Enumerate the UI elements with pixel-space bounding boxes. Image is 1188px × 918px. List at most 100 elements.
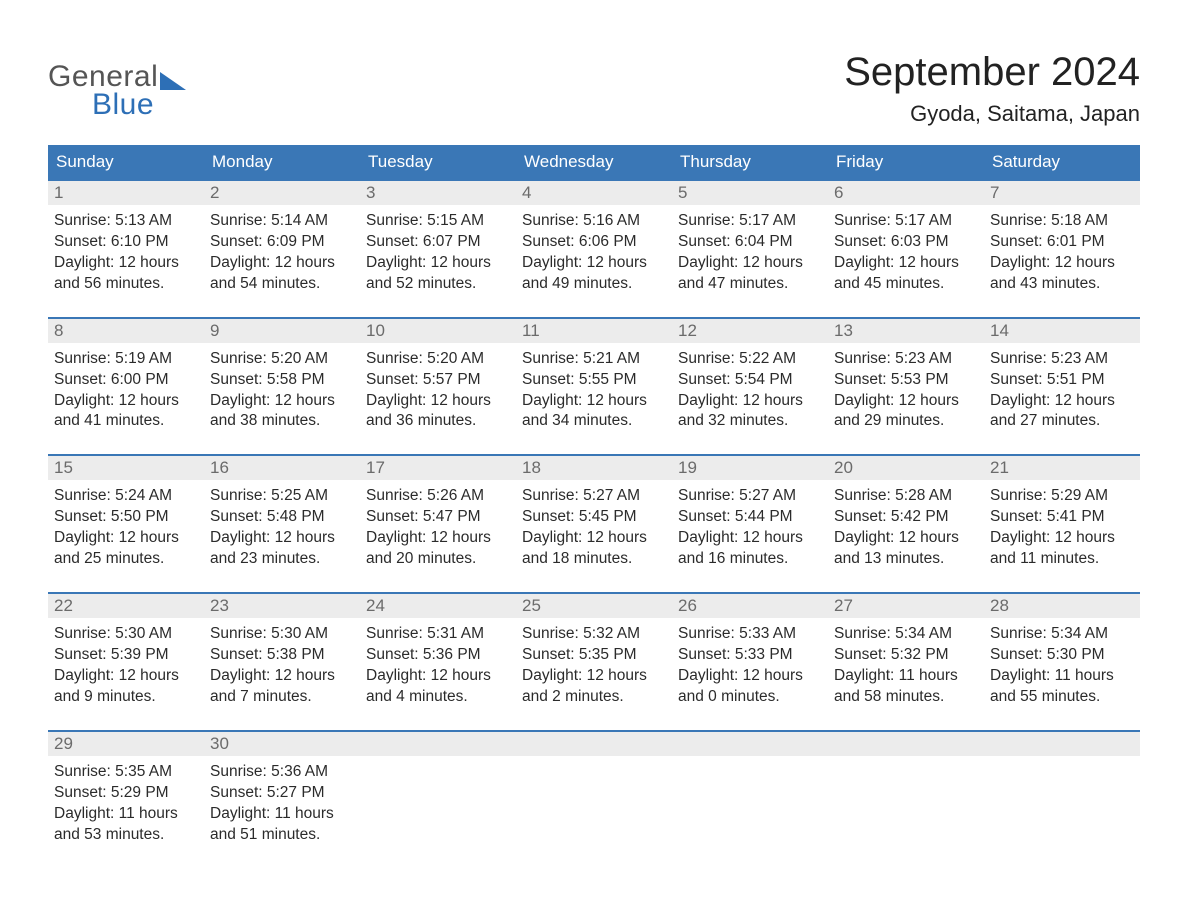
day-of-week-cell: Monday [204,145,360,179]
sunrise-line: Sunrise: 5:26 AM [366,486,510,507]
calendar-day: 21Sunrise: 5:29 AMSunset: 5:41 PMDayligh… [984,456,1140,578]
sunset-line: Sunset: 6:07 PM [366,232,510,253]
daylight-line-1: Daylight: 12 hours [210,253,354,274]
sunrise-line: Sunrise: 5:23 AM [990,349,1134,370]
calendar-day: 3Sunrise: 5:15 AMSunset: 6:07 PMDaylight… [360,181,516,303]
daylight-line-2: and 52 minutes. [366,274,510,295]
day-body: Sunrise: 5:28 AMSunset: 5:42 PMDaylight:… [828,480,984,570]
calendar-day: 18Sunrise: 5:27 AMSunset: 5:45 PMDayligh… [516,456,672,578]
day-number: 28 [984,594,1140,618]
day-body: Sunrise: 5:34 AMSunset: 5:32 PMDaylight:… [828,618,984,708]
day-number: 5 [672,181,828,205]
day-number: 4 [516,181,672,205]
daylight-line-1: Daylight: 12 hours [366,666,510,687]
day-number: 11 [516,319,672,343]
calendar-day: 30Sunrise: 5:36 AMSunset: 5:27 PMDayligh… [204,732,360,854]
daylight-line-1: Daylight: 12 hours [54,253,198,274]
sunrise-line: Sunrise: 5:20 AM [366,349,510,370]
sunset-line: Sunset: 5:47 PM [366,507,510,528]
day-body: Sunrise: 5:24 AMSunset: 5:50 PMDaylight:… [48,480,204,570]
calendar-day: 20Sunrise: 5:28 AMSunset: 5:42 PMDayligh… [828,456,984,578]
day-number: 22 [48,594,204,618]
sunrise-line: Sunrise: 5:29 AM [990,486,1134,507]
daylight-line-1: Daylight: 12 hours [366,391,510,412]
day-body: Sunrise: 5:17 AMSunset: 6:04 PMDaylight:… [672,205,828,295]
daylight-line-1: Daylight: 12 hours [54,391,198,412]
day-body: Sunrise: 5:23 AMSunset: 5:53 PMDaylight:… [828,343,984,433]
daylight-line-2: and 47 minutes. [678,274,822,295]
daylight-line-2: and 51 minutes. [210,825,354,846]
day-of-week-cell: Saturday [984,145,1140,179]
day-number: 24 [360,594,516,618]
sunrise-line: Sunrise: 5:23 AM [834,349,978,370]
daylight-line-1: Daylight: 11 hours [210,804,354,825]
day-body: Sunrise: 5:34 AMSunset: 5:30 PMDaylight:… [984,618,1140,708]
calendar-day: 14Sunrise: 5:23 AMSunset: 5:51 PMDayligh… [984,319,1140,441]
sunrise-line: Sunrise: 5:17 AM [678,211,822,232]
calendar-day: 6Sunrise: 5:17 AMSunset: 6:03 PMDaylight… [828,181,984,303]
calendar-day: 9Sunrise: 5:20 AMSunset: 5:58 PMDaylight… [204,319,360,441]
day-body: Sunrise: 5:18 AMSunset: 6:01 PMDaylight:… [984,205,1140,295]
sunrise-line: Sunrise: 5:34 AM [834,624,978,645]
daylight-line-1: Daylight: 11 hours [54,804,198,825]
day-number: 9 [204,319,360,343]
day-number: 8 [48,319,204,343]
sunset-line: Sunset: 6:09 PM [210,232,354,253]
sunrise-line: Sunrise: 5:27 AM [522,486,666,507]
sunrise-line: Sunrise: 5:15 AM [366,211,510,232]
day-of-week-cell: Thursday [672,145,828,179]
calendar-day: 11Sunrise: 5:21 AMSunset: 5:55 PMDayligh… [516,319,672,441]
daylight-line-2: and 27 minutes. [990,411,1134,432]
sunrise-line: Sunrise: 5:22 AM [678,349,822,370]
day-body: Sunrise: 5:30 AMSunset: 5:38 PMDaylight:… [204,618,360,708]
daylight-line-1: Daylight: 12 hours [522,253,666,274]
day-body: Sunrise: 5:16 AMSunset: 6:06 PMDaylight:… [516,205,672,295]
calendar-day: 8Sunrise: 5:19 AMSunset: 6:00 PMDaylight… [48,319,204,441]
day-number [828,732,984,756]
daylight-line-2: and 53 minutes. [54,825,198,846]
day-number: 25 [516,594,672,618]
day-of-week-cell: Friday [828,145,984,179]
day-number: 2 [204,181,360,205]
sunrise-line: Sunrise: 5:17 AM [834,211,978,232]
sunrise-line: Sunrise: 5:36 AM [210,762,354,783]
page: General Blue September 2024 Gyoda, Saita… [0,0,1188,893]
daylight-line-2: and 11 minutes. [990,549,1134,570]
calendar-day: 27Sunrise: 5:34 AMSunset: 5:32 PMDayligh… [828,594,984,716]
day-number: 6 [828,181,984,205]
sunrise-line: Sunrise: 5:25 AM [210,486,354,507]
daylight-line-1: Daylight: 12 hours [990,391,1134,412]
sunrise-line: Sunrise: 5:18 AM [990,211,1134,232]
day-number: 17 [360,456,516,480]
calendar-day: 29Sunrise: 5:35 AMSunset: 5:29 PMDayligh… [48,732,204,854]
sunset-line: Sunset: 6:01 PM [990,232,1134,253]
daylight-line-2: and 25 minutes. [54,549,198,570]
calendar-day: 13Sunrise: 5:23 AMSunset: 5:53 PMDayligh… [828,319,984,441]
calendar-day: 12Sunrise: 5:22 AMSunset: 5:54 PMDayligh… [672,319,828,441]
sunset-line: Sunset: 5:42 PM [834,507,978,528]
sunset-line: Sunset: 5:48 PM [210,507,354,528]
day-number: 15 [48,456,204,480]
day-body: Sunrise: 5:20 AMSunset: 5:57 PMDaylight:… [360,343,516,433]
sunset-line: Sunset: 5:41 PM [990,507,1134,528]
calendar-day: 1Sunrise: 5:13 AMSunset: 6:10 PMDaylight… [48,181,204,303]
sunrise-line: Sunrise: 5:20 AM [210,349,354,370]
sunset-line: Sunset: 5:38 PM [210,645,354,666]
day-body: Sunrise: 5:13 AMSunset: 6:10 PMDaylight:… [48,205,204,295]
day-body: Sunrise: 5:30 AMSunset: 5:39 PMDaylight:… [48,618,204,708]
day-number: 21 [984,456,1140,480]
month-title: September 2024 [844,50,1140,95]
day-body: Sunrise: 5:25 AMSunset: 5:48 PMDaylight:… [204,480,360,570]
day-body: Sunrise: 5:19 AMSunset: 6:00 PMDaylight:… [48,343,204,433]
title-block: September 2024 Gyoda, Saitama, Japan [844,50,1140,127]
sunrise-line: Sunrise: 5:16 AM [522,211,666,232]
day-number: 1 [48,181,204,205]
daylight-line-1: Daylight: 12 hours [678,528,822,549]
sunrise-line: Sunrise: 5:35 AM [54,762,198,783]
calendar-week: 1Sunrise: 5:13 AMSunset: 6:10 PMDaylight… [48,179,1140,303]
calendar-day: 25Sunrise: 5:32 AMSunset: 5:35 PMDayligh… [516,594,672,716]
daylight-line-1: Daylight: 12 hours [522,666,666,687]
calendar-week: 22Sunrise: 5:30 AMSunset: 5:39 PMDayligh… [48,592,1140,716]
sunrise-line: Sunrise: 5:28 AM [834,486,978,507]
day-body: Sunrise: 5:36 AMSunset: 5:27 PMDaylight:… [204,756,360,846]
